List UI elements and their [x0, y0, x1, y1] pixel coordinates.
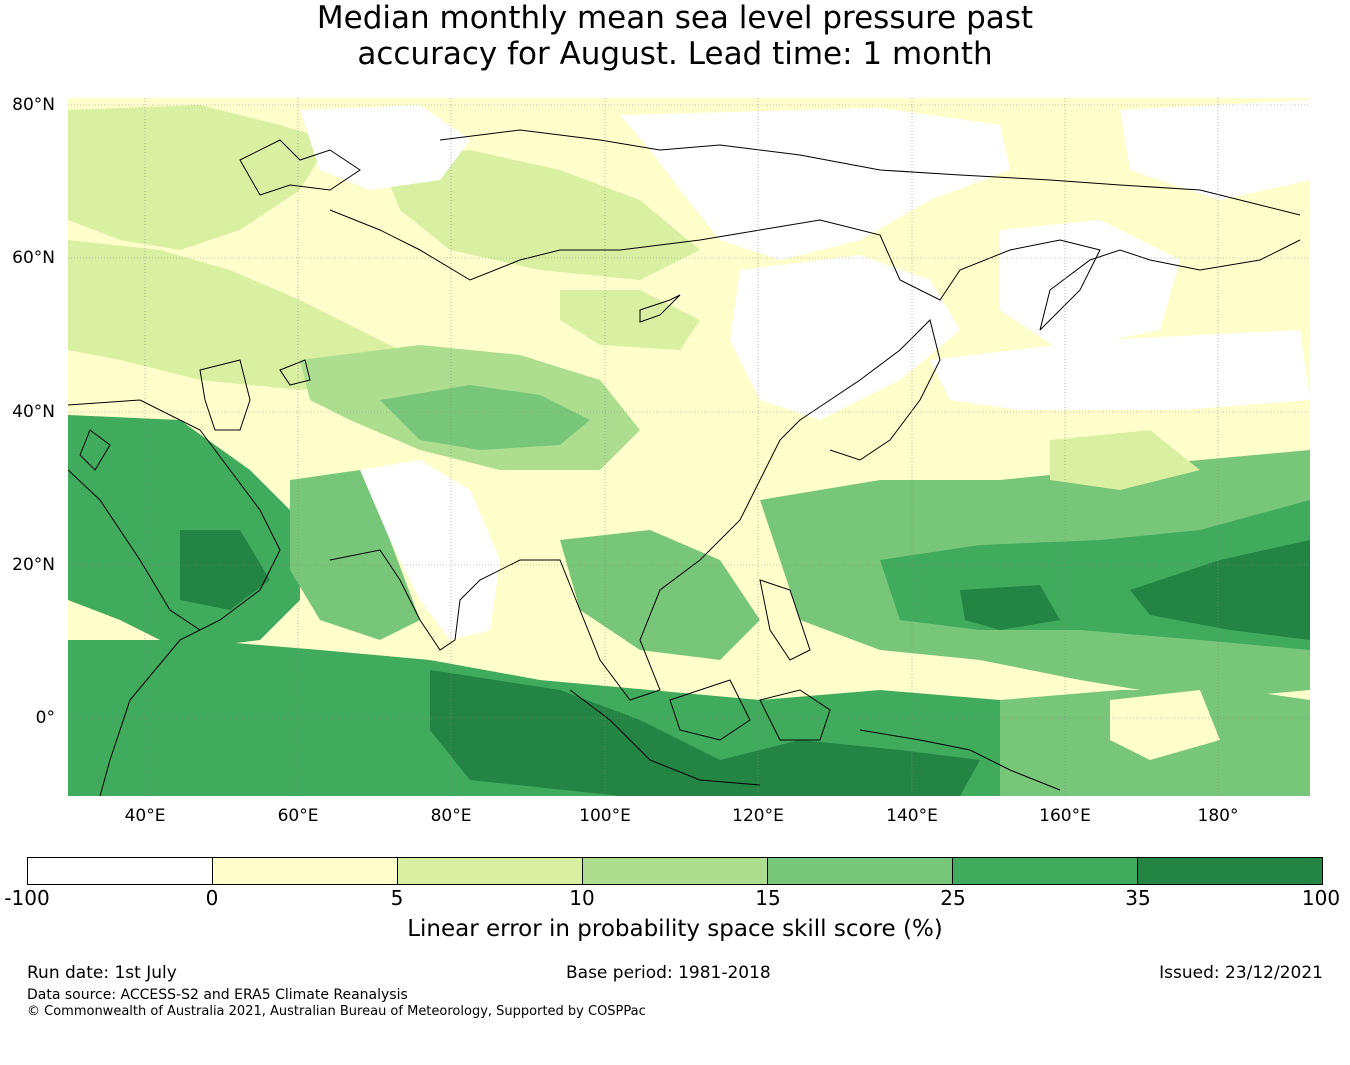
colorbar-tick: 10: [569, 886, 595, 910]
region-arctic-white: [300, 105, 470, 190]
data-source: Data source: ACCESS-S2 and ERA5 Climate …: [27, 987, 408, 1003]
region-maritime-continent: [430, 670, 980, 796]
colorbar-segment: [1138, 858, 1322, 884]
run-date: Run date: 1st July: [27, 963, 177, 983]
lon-label-40e: 40°E: [124, 806, 166, 826]
copyright: © Commonwealth of Australia 2021, Austra…: [27, 1004, 646, 1019]
region-northeast-asia-white: [730, 255, 960, 420]
base-period: Base period: 1981-2018: [566, 963, 771, 983]
lon-label-120e: 120°E: [732, 806, 784, 826]
region-central-asia-core: [380, 385, 590, 450]
region-kamchatka-white: [1000, 220, 1180, 350]
lat-label-20n: 20°N: [12, 555, 55, 575]
region-north-siberia-white: [620, 108, 1010, 260]
colorbar-label: Linear error in probability space skill …: [407, 916, 943, 942]
coastlines: [68, 129, 1301, 796]
lat-label-80n: 80°N: [12, 95, 55, 115]
region-south-pacific-yellow: [1110, 690, 1220, 760]
lat-label-60n: 60°N: [12, 248, 55, 268]
region-arabia-core: [180, 530, 270, 610]
region-siberia: [380, 150, 700, 280]
region-europe: [68, 105, 330, 250]
lon-label-180: 180°: [1197, 806, 1239, 826]
title-line-2: accuracy for August. Lead time: 1 month: [357, 36, 993, 72]
colorbar-segment: [953, 858, 1138, 884]
colorbar-tick: -100: [4, 886, 50, 910]
colorbar-segment: [213, 858, 398, 884]
colorbar: [27, 857, 1323, 885]
colorbar-tick: 35: [1125, 886, 1151, 910]
colorbar-tick: 15: [755, 886, 781, 910]
colorbar-segment: [583, 858, 768, 884]
lon-label-160e: 160°E: [1039, 806, 1091, 826]
region-mongolia: [560, 290, 700, 350]
region-pacific-transition: [1050, 430, 1200, 490]
region-west-asia-mid: [68, 240, 420, 390]
lat-label-40n: 40°N: [12, 402, 55, 422]
colorbar-segment: [768, 858, 953, 884]
colorbar-tick: 0: [205, 886, 219, 910]
region-arctic-east-white: [1120, 100, 1310, 200]
colorbar-segment: [398, 858, 583, 884]
issued-date: Issued: 23/12/2021: [1159, 963, 1323, 983]
lon-label-100e: 100°E: [579, 806, 631, 826]
colorbar-tick: 25: [940, 886, 966, 910]
graticule: [68, 98, 1310, 796]
lon-label-60e: 60°E: [277, 806, 319, 826]
skill-score-map: [68, 98, 1310, 796]
lon-label-140e: 140°E: [886, 806, 938, 826]
region-pacific-core-west: [960, 585, 1060, 630]
colorbar-segment: [28, 858, 213, 884]
title-line-1: Median monthly mean sea level pressure p…: [316, 0, 1034, 36]
colorbar-tick: 5: [390, 886, 404, 910]
region-indochina: [560, 530, 760, 660]
chart-title: Median monthly mean sea level pressure p…: [0, 0, 1350, 72]
lon-label-80e: 80°E: [430, 806, 472, 826]
lat-label-0: 0°: [35, 708, 55, 728]
region-north-pacific-white: [930, 330, 1310, 410]
map-fill-layer: [68, 98, 1310, 796]
colorbar-tick: 100: [1301, 886, 1341, 910]
